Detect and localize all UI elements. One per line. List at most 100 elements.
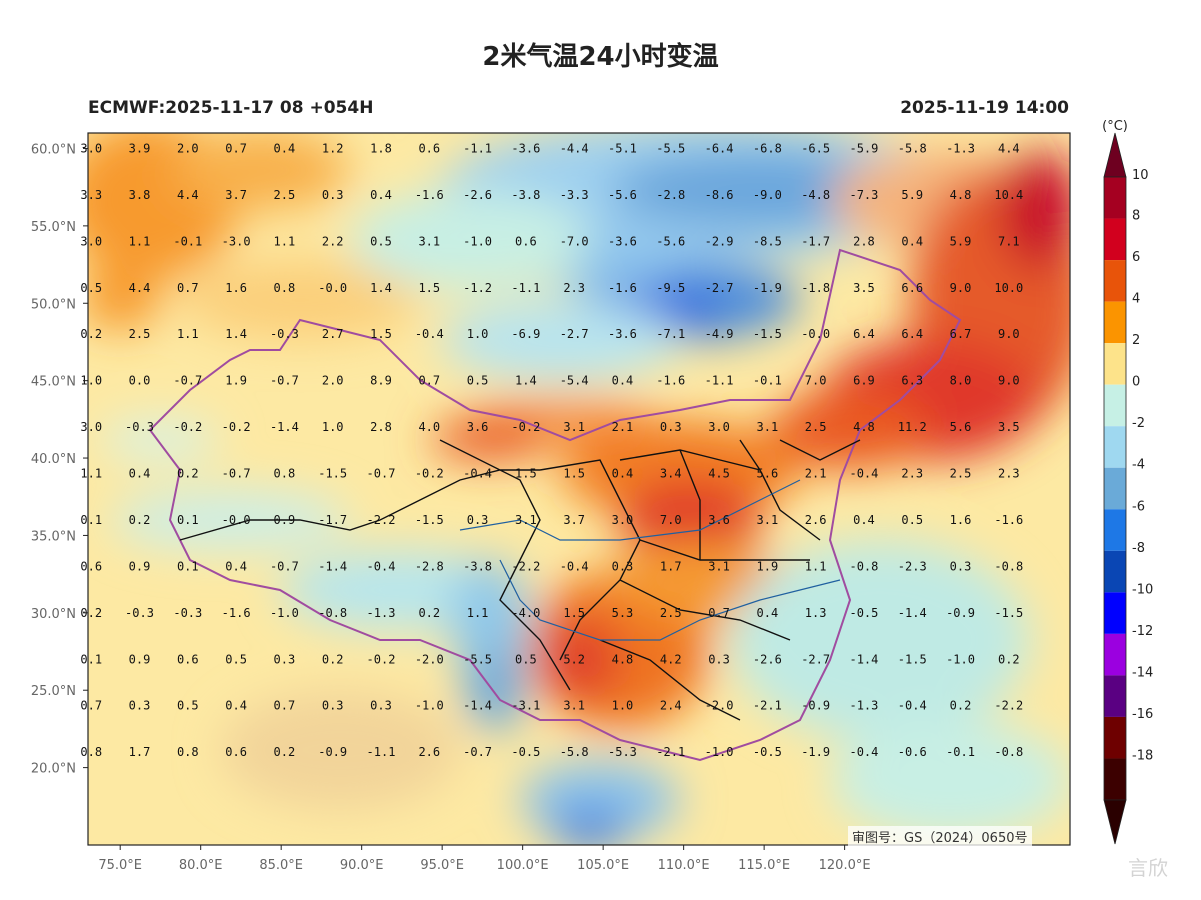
grid-value-label: 0.3	[612, 559, 634, 573]
grid-value-label: 4.4	[998, 141, 1020, 155]
longitude-axis: 75.0°E 80.0°E 85.0°E 90.0°E 95.0°E 100.0°E 105…	[98, 845, 871, 873]
grid-value-label: -0.1	[946, 745, 975, 759]
grid-value-label: -0.0	[222, 513, 251, 527]
grid-value-label: 0.1	[80, 513, 102, 527]
grid-value-label: 2.6	[805, 513, 827, 527]
legend-color-swatch	[1104, 675, 1126, 717]
grid-value-label: 1.4	[515, 374, 537, 388]
grid-value-label: 6.9	[853, 374, 875, 388]
grid-value-label: -1.4	[849, 652, 878, 666]
legend-top-arrow	[1103, 132, 1127, 178]
grid-value-label: -1.4	[270, 420, 299, 434]
grid-value-label: 0.0	[129, 374, 151, 388]
grid-value-label: 9.0	[998, 374, 1020, 388]
grid-value-label: 1.5	[563, 467, 585, 481]
grid-value-label: -2.7	[801, 652, 830, 666]
grid-value-label: 5.6	[950, 420, 972, 434]
lon-tick-label: 105.0°E	[577, 858, 629, 873]
grid-value-label: 1.4	[370, 281, 392, 295]
grid-value-label: -1.7	[801, 234, 830, 248]
grid-value-label: 0.2	[418, 606, 440, 620]
grid-value-label: 3.5	[853, 281, 875, 295]
grid-value-label: 1.1	[274, 234, 296, 248]
grid-value-label: -0.2	[367, 652, 396, 666]
grid-value-label: -2.9	[705, 234, 734, 248]
grid-value-label: 1.3	[805, 606, 827, 620]
grid-value-label: -9.5	[656, 281, 685, 295]
grid-value-label: 0.5	[467, 374, 489, 388]
grid-value-label: 3.1	[418, 234, 440, 248]
grid-value-label: 0.6	[80, 559, 102, 573]
grid-value-label: 1.8	[370, 141, 392, 155]
lat-tick-label: 40.0°N	[31, 452, 76, 467]
grid-value-label: 1.1	[129, 234, 151, 248]
legend-color-swatch	[1104, 550, 1126, 593]
grid-value-label: -0.0	[801, 327, 830, 341]
grid-value-label: 1.5	[515, 467, 537, 481]
grid-value-label: -7.1	[656, 327, 685, 341]
grid-value-label: -4.0	[511, 606, 540, 620]
grid-value-label: 0.4	[225, 699, 247, 713]
grid-value-label: 0.8	[177, 745, 199, 759]
grid-value-label: -1.6	[415, 188, 444, 202]
approval-number-label: 审图号：GS（2024）0650号	[848, 826, 1032, 847]
grid-value-label: -2.1	[753, 699, 782, 713]
grid-value-label: -1.5	[994, 606, 1023, 620]
grid-value-label: 3.8	[129, 188, 151, 202]
grid-value-label: -2.6	[753, 652, 782, 666]
grid-value-label: 0.3	[322, 188, 344, 202]
grid-value-label: -0.4	[898, 699, 927, 713]
grid-value-label: 0.2	[129, 513, 151, 527]
grid-value-label: -3.6	[608, 234, 637, 248]
grid-value-label: -1.4	[463, 699, 492, 713]
legend-tick-label: -4	[1132, 458, 1145, 473]
grid-value-label: -0.2	[222, 420, 251, 434]
grid-value-label: 2.0	[322, 374, 344, 388]
grid-value-label: 6.7	[950, 327, 972, 341]
grid-value-label: -0.2	[511, 420, 540, 434]
latitude-axis: 60.0°N 55.0°N 50.0°N 45.0°N 40.0°N 35.0°N 30.0…	[31, 142, 88, 777]
grid-value-label: 0.4	[901, 234, 923, 248]
grid-value-label: -1.4	[318, 559, 347, 573]
grid-value-label: 0.2	[80, 327, 102, 341]
legend-color-swatch	[1104, 467, 1126, 510]
grid-value-label: -1.1	[367, 745, 396, 759]
watermark: 言欣	[1128, 856, 1168, 880]
grid-value-label: 3.0	[612, 513, 634, 527]
legend-tick-label: -10	[1132, 582, 1153, 597]
grid-value-label: -7.0	[560, 234, 589, 248]
grid-value-label: 1.1	[177, 327, 199, 341]
grid-value-label: 0.1	[177, 559, 199, 573]
grid-value-label: -0.7	[463, 745, 492, 759]
grid-value-label: 0.6	[515, 234, 537, 248]
valid-time-label: 2025-11-19 14:00	[900, 98, 1069, 118]
grid-value-label: -0.9	[946, 606, 975, 620]
lon-tick-label: 100.0°E	[497, 858, 549, 873]
grid-value-label: -1.5	[898, 652, 927, 666]
grid-value-label: 3.0	[708, 420, 730, 434]
grid-value-label: -0.5	[511, 745, 540, 759]
grid-value-label: 0.9	[274, 513, 296, 527]
grid-value-label: 0.2	[950, 699, 972, 713]
grid-value-label: 3.9	[129, 141, 151, 155]
grid-value-label: 0.4	[612, 374, 634, 388]
grid-value-label: -3.3	[560, 188, 589, 202]
grid-value-label: 10.0	[994, 281, 1023, 295]
grid-value-label: 1.9	[757, 559, 779, 573]
grid-value-label: 2.3	[998, 467, 1020, 481]
grid-value-label: 2.1	[805, 467, 827, 481]
grid-value-label: -2.6	[463, 188, 492, 202]
grid-value-label: -1.3	[367, 606, 396, 620]
legend-tick-label: -8	[1132, 541, 1145, 556]
grid-value-label: 5.9	[950, 234, 972, 248]
grid-value-label: 2.0	[177, 141, 199, 155]
grid-value-label: 2.5	[274, 188, 296, 202]
grid-value-label: 6.4	[901, 327, 923, 341]
grid-value-label: 10.4	[994, 188, 1023, 202]
grid-value-label: -0.7	[367, 467, 396, 481]
grid-value-label: -0.5	[849, 606, 878, 620]
grid-value-label: 2.6	[418, 745, 440, 759]
legend-tick-label: -12	[1132, 624, 1153, 639]
grid-value-label: 0.5	[515, 652, 537, 666]
grid-value-label: -3.0	[222, 234, 251, 248]
